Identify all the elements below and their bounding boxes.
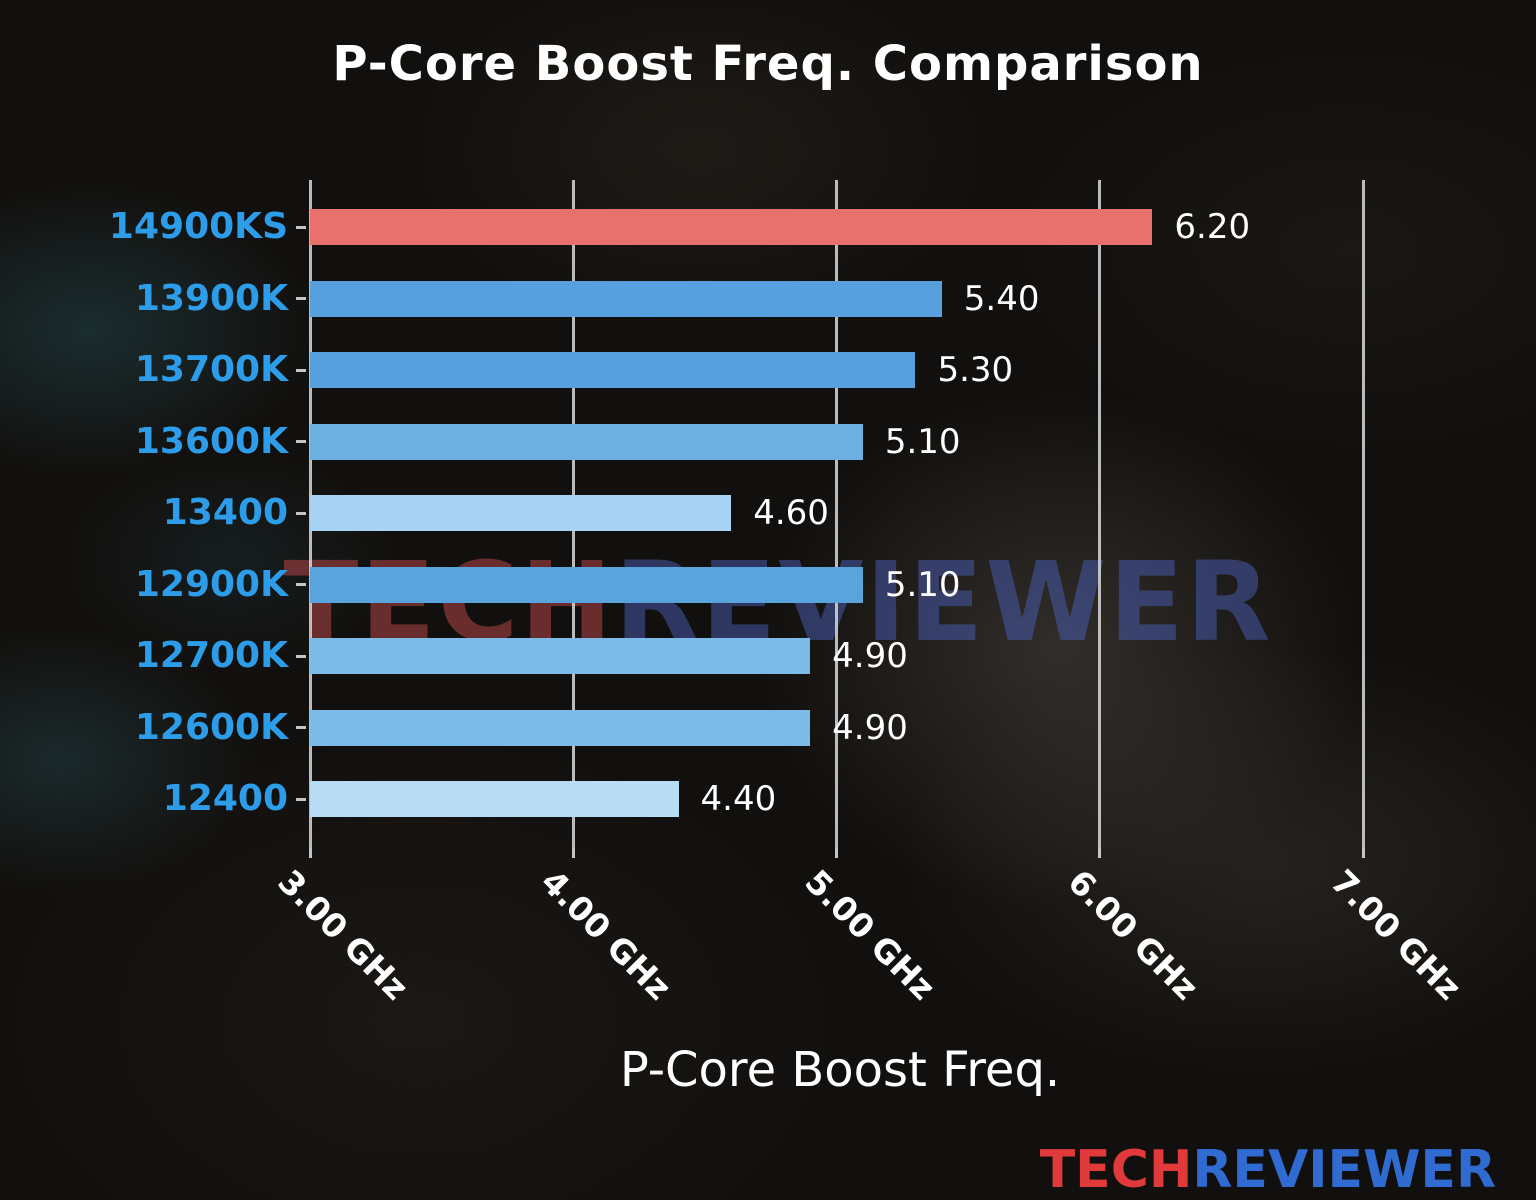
category-label-13900k: 13900K bbox=[134, 277, 288, 319]
chart-title: P-Core Boost Freq. Comparison bbox=[332, 36, 1204, 92]
x-axis-label: P-Core Boost Freq. bbox=[619, 1042, 1061, 1098]
brand-logo-tech-text: TECH bbox=[1039, 1140, 1193, 1200]
bar-13400 bbox=[310, 495, 732, 531]
brand-logo-reviewer-text: REVIEWER bbox=[1192, 1140, 1496, 1200]
bar-14900ks bbox=[310, 209, 1153, 245]
category-label-12600k: 12600K bbox=[134, 706, 288, 748]
bar-13600k bbox=[310, 423, 863, 460]
x-axis-tick-mark bbox=[1361, 848, 1365, 858]
x-axis-tick-mark bbox=[835, 848, 838, 858]
y-axis-tick-mark bbox=[296, 297, 306, 300]
y-axis-tick-mark bbox=[296, 440, 306, 443]
value-label-13900k: 5.40 bbox=[963, 278, 1040, 319]
x-axis-tick-label: 4.00 GHz bbox=[533, 862, 680, 1008]
value-label-12900k: 5.10 bbox=[884, 564, 961, 605]
bar-13900k bbox=[310, 280, 942, 317]
value-label-13600k: 5.10 bbox=[884, 421, 961, 462]
category-label-12900k: 12900K bbox=[134, 563, 288, 605]
category-label-14900ks: 14900KS bbox=[108, 206, 288, 247]
y-axis-tick-mark bbox=[296, 726, 306, 729]
y-axis-tick-mark bbox=[296, 797, 306, 801]
x-axis-tick-mark bbox=[1098, 848, 1102, 858]
category-label-13700k: 13700K bbox=[134, 349, 288, 390]
brand-logo: TECHREVIEWER bbox=[1040, 1140, 1496, 1200]
x-axis-tick-mark bbox=[571, 848, 575, 858]
category-label-13400: 13400 bbox=[162, 492, 288, 533]
bar-12700k bbox=[310, 638, 811, 674]
y-axis-tick-mark bbox=[296, 583, 306, 586]
category-label-12700k: 12700K bbox=[134, 635, 288, 676]
y-axis-tick-mark bbox=[296, 225, 306, 229]
category-label-12400: 12400 bbox=[162, 778, 288, 819]
value-label-12700k: 4.90 bbox=[832, 636, 908, 676]
value-label-13400: 4.60 bbox=[753, 493, 829, 533]
x-axis-tick-mark bbox=[308, 848, 312, 858]
gridline-7.00-GHz bbox=[1361, 180, 1365, 848]
y-axis-tick-mark bbox=[296, 654, 306, 658]
gridline-5.00-GHz bbox=[835, 180, 838, 848]
x-axis-tick-label: 5.00 GHz bbox=[796, 862, 943, 1008]
y-axis-tick-mark bbox=[296, 368, 306, 372]
value-label-12600k: 4.90 bbox=[832, 707, 908, 748]
value-label-12400: 4.40 bbox=[700, 779, 777, 819]
bar-12600k bbox=[310, 709, 811, 746]
bar-12400 bbox=[310, 781, 679, 817]
x-axis-tick-label: 6.00 GHz bbox=[1060, 862, 1206, 1008]
x-axis-tick-label: 7.00 GHz bbox=[1323, 862, 1469, 1008]
y-axis-tick-mark bbox=[296, 511, 306, 515]
bar-12900k bbox=[310, 566, 863, 603]
x-axis-tick-label: 3.00 GHz bbox=[270, 862, 416, 1008]
gridline-6.00-GHz bbox=[1098, 180, 1102, 848]
value-label-14900ks: 6.20 bbox=[1174, 207, 1251, 247]
category-label-13600k: 13600K bbox=[134, 420, 288, 462]
value-label-13700k: 5.30 bbox=[937, 350, 1014, 390]
bar-13700k bbox=[310, 352, 916, 388]
